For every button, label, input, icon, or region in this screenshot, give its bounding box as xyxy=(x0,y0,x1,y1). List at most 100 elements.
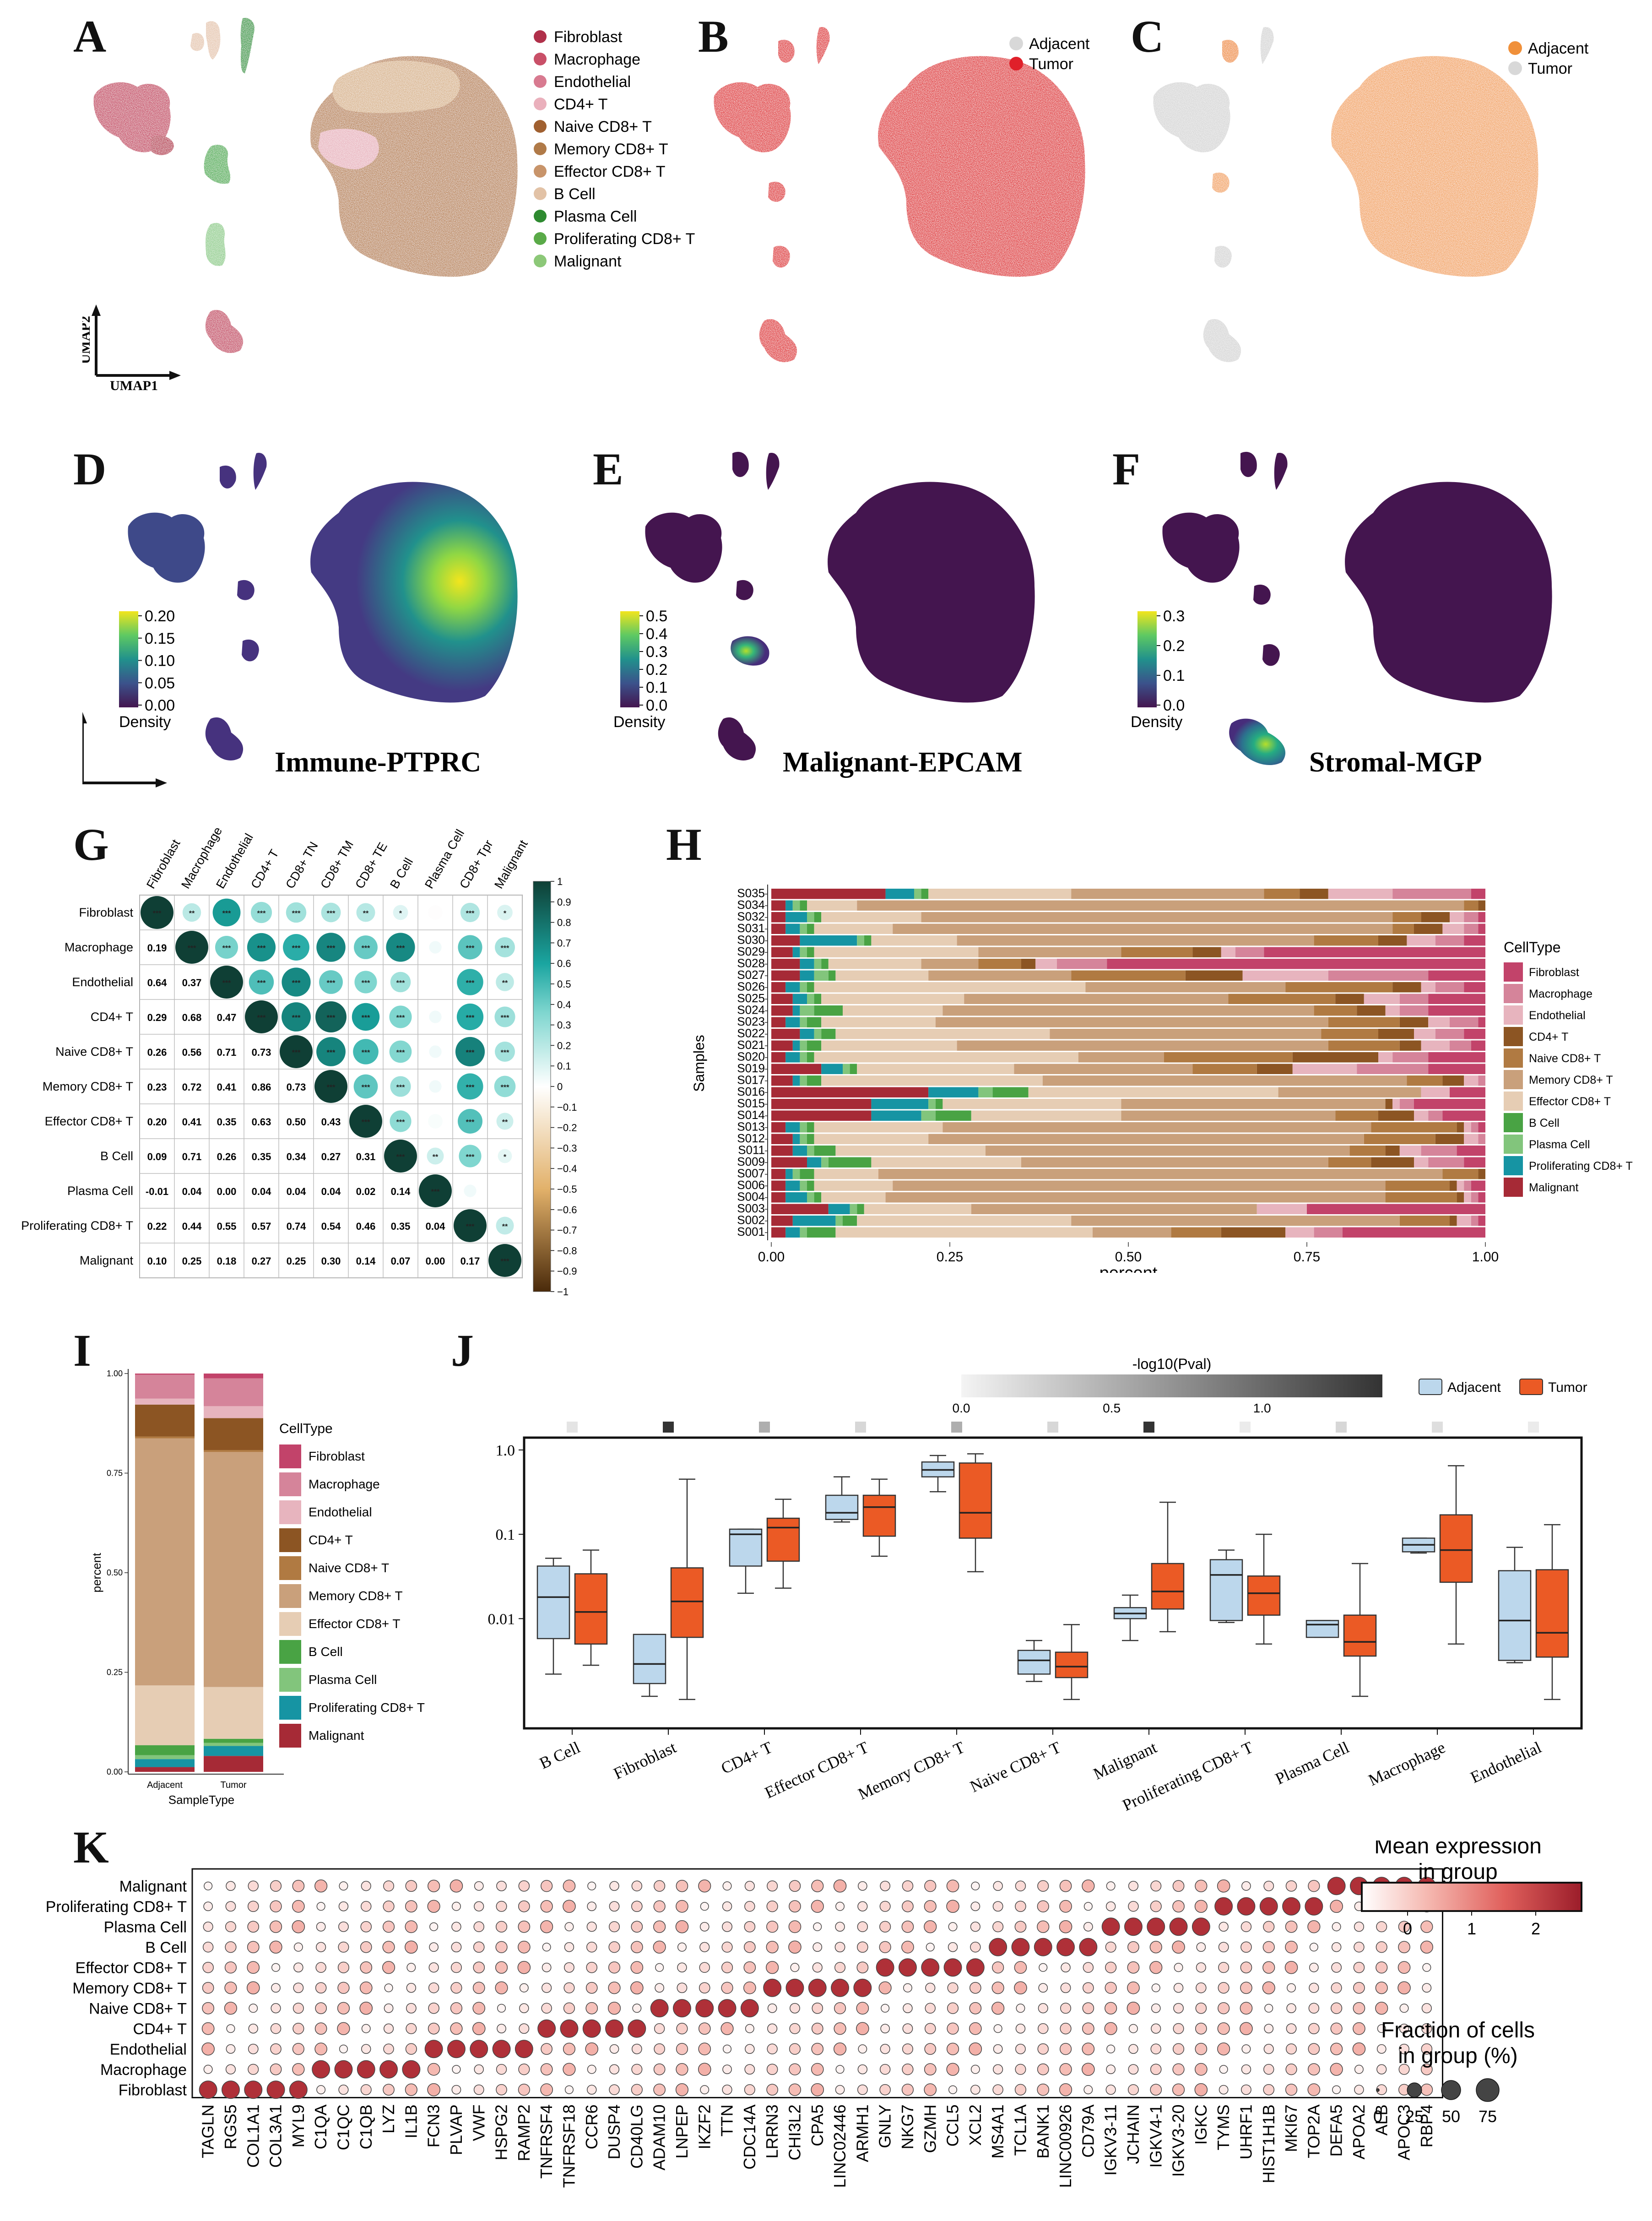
density-panel-immune: 0.200.150.100.050.00 Density Immune-PTPR… xyxy=(82,453,518,787)
h-bar-segment xyxy=(1428,1052,1485,1063)
k-dot xyxy=(1354,2064,1364,2074)
k-dot xyxy=(631,1921,643,1933)
heatmap-value: 0.25 xyxy=(287,1255,306,1267)
legend-dot-plasma-cell xyxy=(534,210,547,223)
k-dot xyxy=(496,2084,507,2096)
k-dot xyxy=(1219,2085,1229,2095)
density-title-e: Malignant-EPCAM xyxy=(783,747,1023,778)
k-dot xyxy=(1106,2064,1116,2074)
legend-c-dot-tumor xyxy=(1508,61,1522,75)
i-legend-label: Plasma Cell xyxy=(309,1673,377,1687)
heatmap-stars: * xyxy=(504,1153,507,1161)
heatmap-circle xyxy=(427,1147,444,1165)
h-bar-segment xyxy=(1464,900,1479,911)
k-dot xyxy=(1083,1962,1094,1973)
heatmap-stars: *** xyxy=(222,979,231,987)
k-gene-label: CHI3L2 xyxy=(785,2105,804,2161)
density-f-mid xyxy=(1253,584,1271,605)
k-dot xyxy=(248,2024,258,2034)
k-dot xyxy=(834,2022,846,2035)
h-bar-segment xyxy=(843,1064,850,1074)
legend-label-macrophage: Macrophage xyxy=(554,51,640,68)
k-dot xyxy=(292,2003,304,2014)
k-gene-label: TOP2A xyxy=(1304,2105,1323,2158)
k-dot xyxy=(1083,2085,1093,2095)
h-bar-segment xyxy=(921,959,979,969)
h-bar-segment xyxy=(1478,1169,1485,1179)
heatmap-circle xyxy=(456,1003,484,1031)
k-dot xyxy=(271,1983,281,1993)
umap-b-top2 xyxy=(816,27,830,64)
k-dot xyxy=(695,1999,714,2018)
heatmap-row-label: Endothelial xyxy=(72,975,133,989)
k-dot xyxy=(338,1941,349,1953)
h-bar-segment xyxy=(1471,1216,1479,1226)
k-dot xyxy=(492,2040,511,2058)
k-dot xyxy=(361,2044,371,2054)
k-dot xyxy=(474,1901,484,1911)
h-sample-label: S021 xyxy=(737,1038,765,1052)
k-dot xyxy=(721,1982,733,1994)
h-legend-swatch xyxy=(1504,1156,1523,1175)
k-dot xyxy=(1285,2084,1298,2096)
k-dot xyxy=(993,1881,1003,1891)
density-d-top2 xyxy=(253,453,267,490)
umap-c-top xyxy=(1222,39,1239,63)
h-sample-label: S026 xyxy=(737,980,765,994)
k-dot xyxy=(1083,1982,1094,1994)
h-sample-label: S031 xyxy=(737,921,765,935)
k-dot xyxy=(1327,1877,1346,1895)
k-dot xyxy=(744,1881,755,1891)
k-gene-label: BANK1 xyxy=(1034,2105,1052,2159)
heatmap-circle xyxy=(429,1080,442,1093)
heatmap-circle xyxy=(282,967,311,997)
h-bar-segment xyxy=(771,1005,793,1016)
density-f-top2 xyxy=(1274,453,1288,490)
density-label-d: Density xyxy=(119,713,171,731)
h-bar-segment xyxy=(785,923,800,934)
density-d-main xyxy=(310,482,518,703)
k-dot xyxy=(1151,2023,1161,2034)
j-box xyxy=(1439,1514,1473,1583)
heatmap-circle xyxy=(428,905,443,920)
k-dot xyxy=(834,2002,846,2015)
h-bar-segment xyxy=(1221,1227,1286,1238)
h-bar-segment xyxy=(1385,1192,1457,1203)
h-sample-label: S032 xyxy=(737,910,765,923)
k-dot xyxy=(1196,1962,1206,1973)
k-dot xyxy=(1398,2064,1410,2075)
h-bar-segment xyxy=(885,1192,1386,1203)
h-bar-segment xyxy=(771,1075,793,1086)
k-dot xyxy=(1420,2083,1433,2096)
h-bar-segment xyxy=(1464,1029,1485,1039)
k-dot xyxy=(293,1942,303,1952)
heatmap-colorbar-label: −0.8 xyxy=(557,1245,577,1256)
k-dot xyxy=(630,1941,643,1954)
k-dot xyxy=(1128,2044,1138,2054)
h-bar-segment xyxy=(1349,1146,1386,1156)
density-d-top xyxy=(220,465,236,489)
i-legend-label: CD4+ T xyxy=(309,1533,353,1547)
k-dot xyxy=(722,2085,732,2095)
h-legend-swatch xyxy=(1504,1178,1523,1197)
h-bar-segment xyxy=(1442,1169,1479,1179)
k-dot xyxy=(1218,1962,1230,1973)
h-bar-segment xyxy=(942,1005,1314,1016)
heatmap-circle xyxy=(141,896,173,929)
heatmap-circle xyxy=(175,931,208,964)
k-dot xyxy=(1214,1897,1233,1916)
k-dot xyxy=(926,1943,935,1952)
density-f-hot xyxy=(1229,718,1286,765)
h-bar-segment xyxy=(1478,1122,1485,1133)
k-dot xyxy=(1376,1961,1388,1974)
k-dot xyxy=(496,2064,507,2075)
k-dot xyxy=(1285,1920,1298,1933)
j-box xyxy=(1247,1575,1281,1616)
k-dot xyxy=(857,1941,868,1953)
heatmap-col-label: CD4+ T xyxy=(248,847,282,891)
k-dot xyxy=(609,2044,619,2054)
j-xtick-label: B Cell xyxy=(536,1738,583,1773)
